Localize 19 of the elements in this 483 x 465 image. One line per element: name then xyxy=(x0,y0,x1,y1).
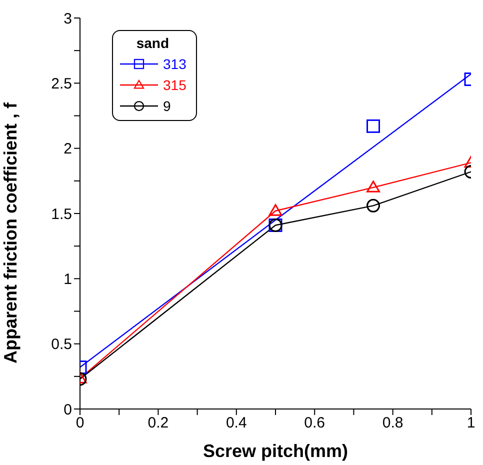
y-tick-label: 0 xyxy=(64,401,72,418)
y-tick-label: 1.5 xyxy=(51,206,72,223)
x-tick-label: 0.2 xyxy=(148,414,169,432)
y-tick-label: 2.5 xyxy=(51,75,72,92)
x-tick-label: 0 xyxy=(76,414,84,432)
x-tick-label: 0.8 xyxy=(382,414,404,432)
y-tick-label: 0.5 xyxy=(51,336,72,354)
legend-title: sand xyxy=(135,35,170,51)
y-tick-label: 3 xyxy=(64,10,72,28)
x-tick-label: 0.4 xyxy=(226,414,247,432)
legend-label: 315 xyxy=(163,76,186,92)
x-axis-title: Screw pitch(mm) xyxy=(202,441,348,461)
x-tick-label: 1 xyxy=(466,414,476,432)
y-tick-label: 1 xyxy=(64,270,72,288)
y-tick-label: 2 xyxy=(64,140,72,158)
x-tick-label: 0.6 xyxy=(304,414,326,432)
legend-label: 313 xyxy=(163,56,186,72)
y-axis-title: Apparent friction coefficient , f xyxy=(0,101,20,364)
legend-label: 9 xyxy=(163,98,171,114)
